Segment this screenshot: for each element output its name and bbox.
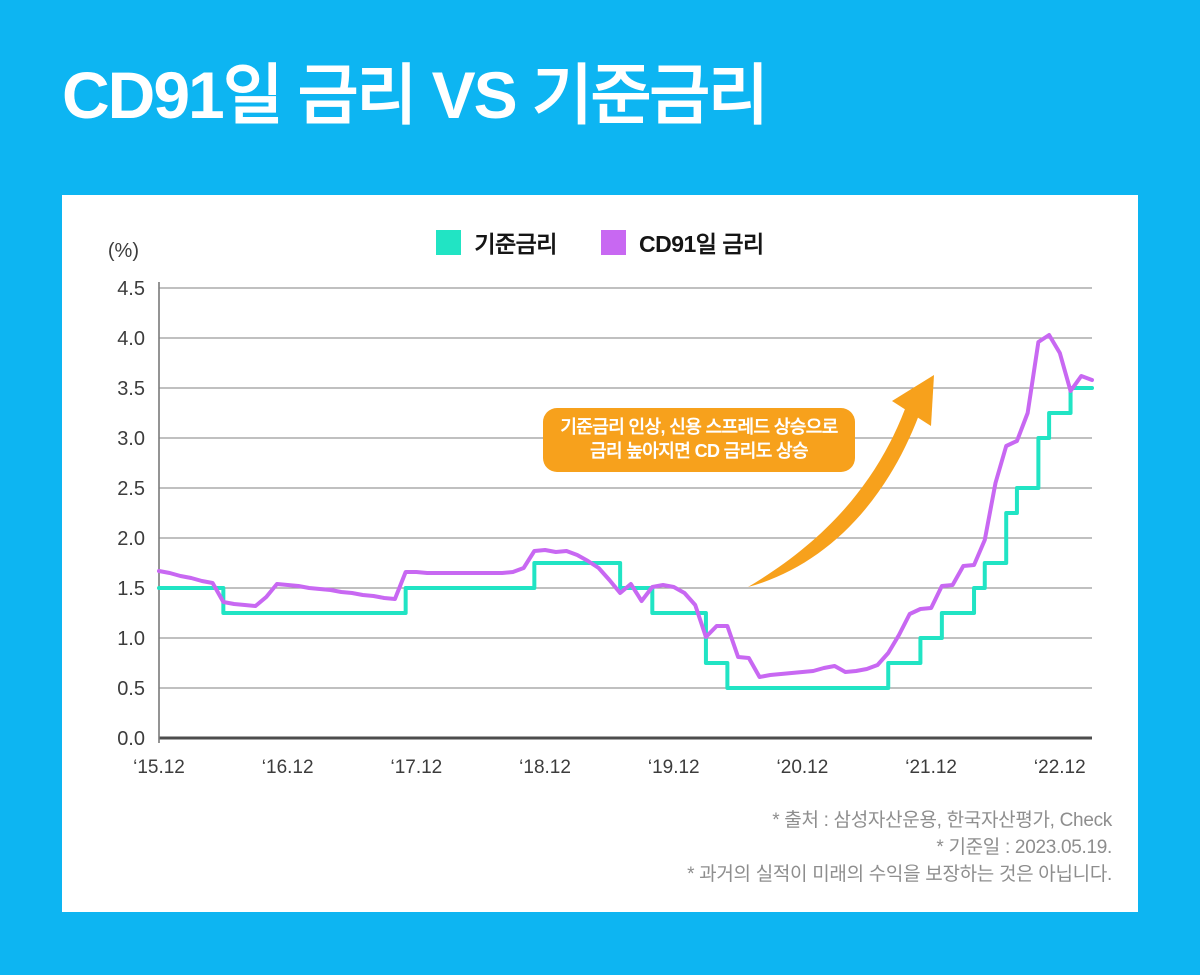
y-axis-unit-label: (%) (108, 240, 139, 262)
legend-item-base-rate: 기준금리 (436, 225, 557, 259)
page-title: CD91일 금리 VS 기준금리 (62, 58, 769, 132)
x-axis-tick-label: ‘21.12 (905, 757, 957, 778)
footnotes: * 출처 : 삼성자산운용, 한국자산평가, Check * 기준일 : 202… (687, 807, 1112, 888)
legend-label-base-rate: 기준금리 (474, 231, 557, 257)
y-axis-tick-label: 2.0 (117, 528, 145, 550)
y-axis-tick-label: 1.0 (117, 628, 145, 650)
x-axis-tick-label: ‘17.12 (390, 757, 442, 778)
y-axis-tick-label: 2.5 (117, 478, 145, 500)
chart-series (157, 333, 1094, 690)
x-axis-tick-label: ‘22.12 (1034, 757, 1086, 778)
footnote-disclaimer: * 과거의 실적이 미래의 수익을 보장하는 것은 아닙니다. (687, 864, 1112, 885)
footnote-source: * 출처 : 삼성자산운용, 한국자산평가, Check (772, 810, 1112, 831)
x-axis-tick-label: ‘19.12 (648, 757, 700, 778)
chart-legend: 기준금리 CD91일 금리 (62, 225, 1138, 259)
x-axis-tick-label: ‘15.12 (133, 757, 185, 778)
footnote-date: * 기준일 : 2023.05.19. (936, 837, 1112, 858)
line-chart: 4.5 4.0 3.5 3.0 2.5 2.0 1.5 1.0 0.5 0.0 (%) ‘15.12 ‘… (108, 240, 1094, 778)
trend-arrow-icon (748, 375, 934, 587)
y-axis-tick-label: 0.0 (117, 728, 145, 750)
chart-axes (158, 282, 1092, 743)
y-axis-tick-label: 4.5 (117, 278, 145, 300)
series-line-cd91-rate (157, 333, 1094, 679)
chart-tick-labels: 4.5 4.0 3.5 3.0 2.5 2.0 1.5 1.0 0.5 0.0 (%) ‘15.12 ‘… (108, 240, 1086, 778)
x-axis-tick-label: ‘18.12 (519, 757, 571, 778)
legend-swatch-cd91 (600, 229, 626, 255)
x-axis-tick-label: ‘20.12 (777, 757, 829, 778)
annotation-line-1: 기준금리 인상, 신용 스프레드 상승으로 (560, 417, 838, 437)
series-line-base-rate (157, 386, 1094, 690)
y-axis-tick-label: 3.0 (117, 428, 145, 450)
y-axis-tick-label: 0.5 (117, 678, 145, 700)
annotation-line-2: 금리 높아지면 CD 금리도 상승 (590, 441, 809, 461)
y-axis-tick-label: 4.0 (117, 328, 145, 350)
legend-item-cd91: CD91일 금리 (600, 225, 764, 259)
annotation-callout: 기준금리 인상, 신용 스프레드 상승으로 금리 높아지면 CD 금리도 상승 (543, 408, 855, 472)
x-axis-tick-label: ‘16.12 (262, 757, 314, 778)
legend-label-cd91: CD91일 금리 (638, 231, 764, 257)
chart-card: 4.5 4.0 3.5 3.0 2.5 2.0 1.5 1.0 0.5 0.0 (%) ‘15.12 ‘… (62, 195, 1138, 912)
y-axis-tick-label: 1.5 (117, 578, 145, 600)
legend-swatch-base-rate (436, 229, 462, 255)
y-axis-tick-label: 3.5 (117, 378, 145, 400)
